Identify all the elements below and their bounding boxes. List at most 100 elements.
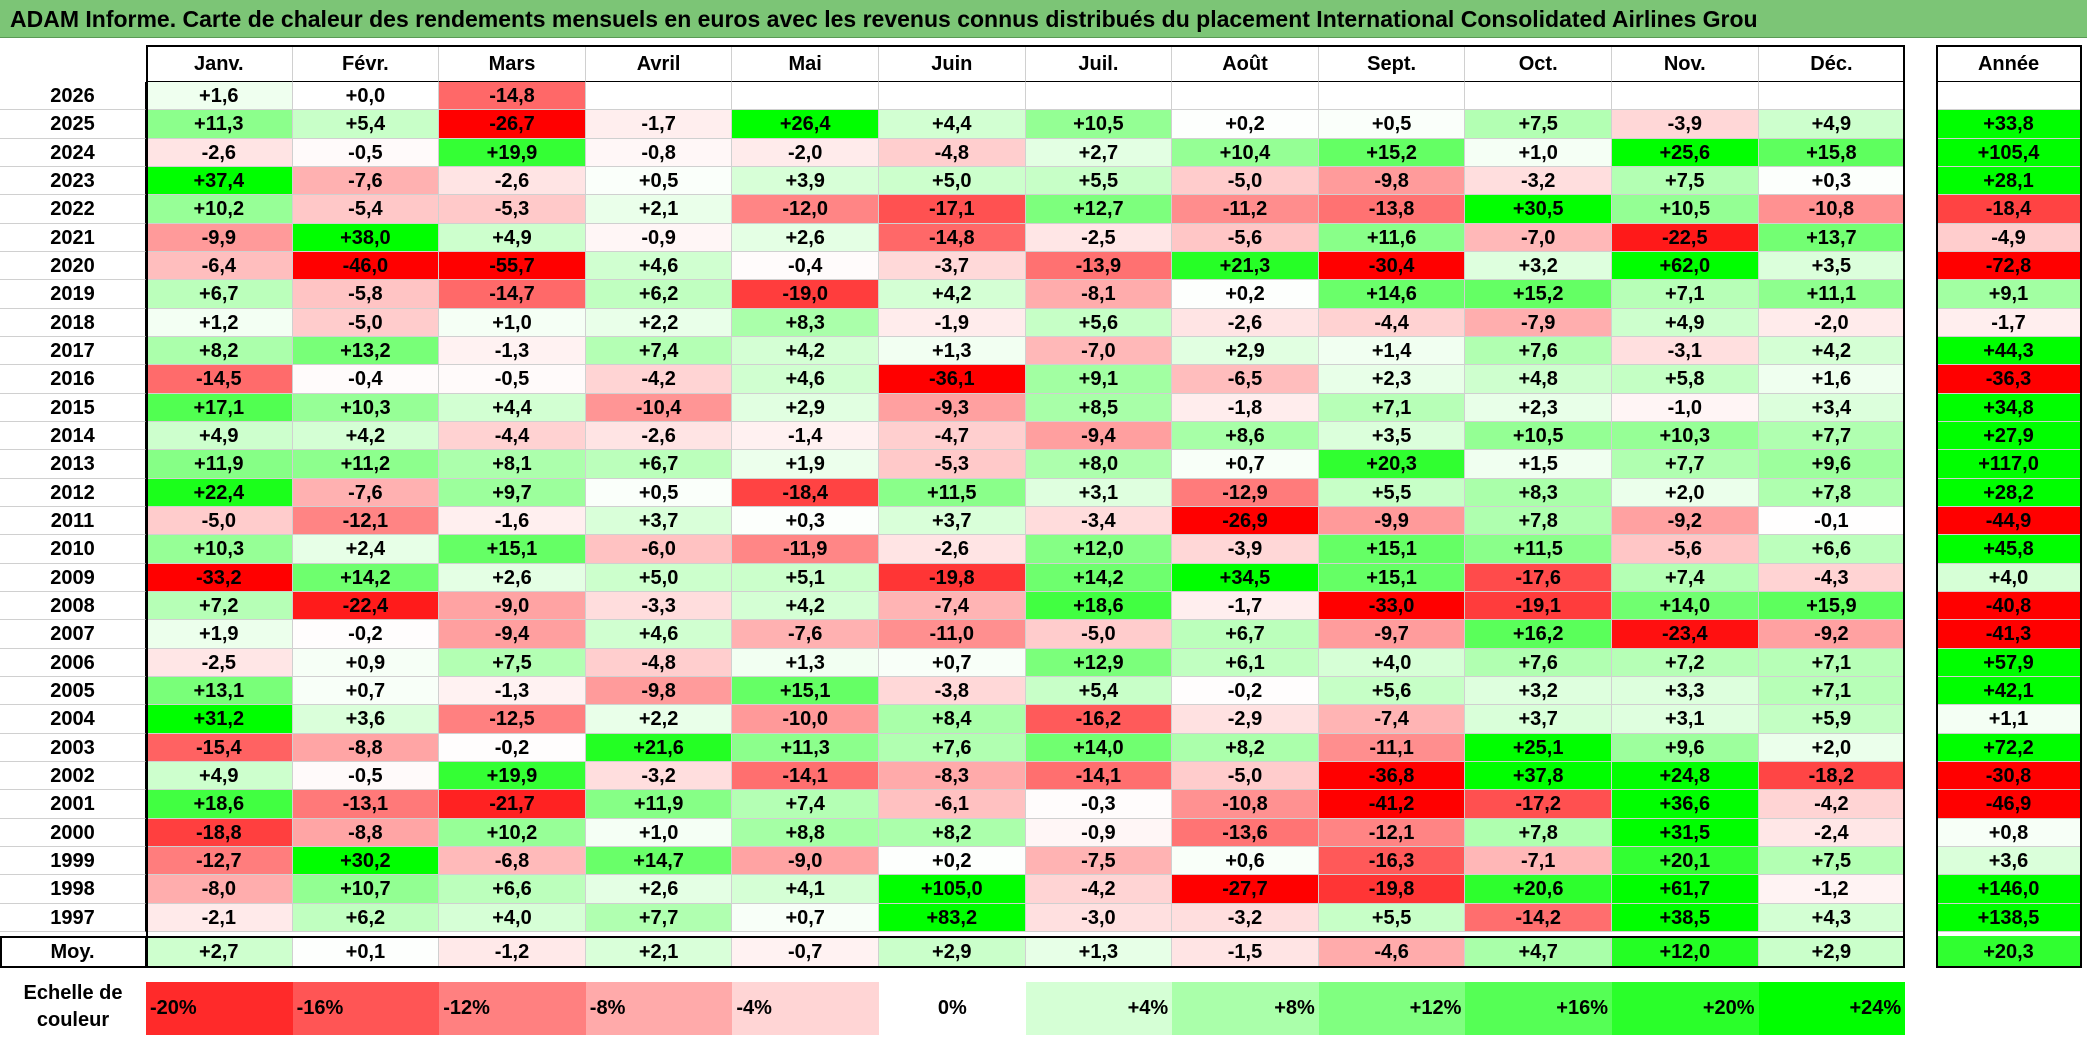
heatmap-cell: +2,9 [1172, 336, 1319, 366]
heatmap-cell: +4,0 [1318, 648, 1466, 677]
heatmap-cell: +0,2 [1172, 280, 1319, 309]
heatmap-cell: -2,6 [1172, 308, 1319, 337]
heatmap-cell: +4,6 [585, 251, 733, 281]
heatmap-cell: +14,7 [585, 846, 733, 876]
year-label: 2024 [0, 138, 146, 167]
month-header: Août [1172, 45, 1319, 82]
heatmap-cell: -0,9 [585, 223, 733, 252]
annual-cell: +117,0 [1936, 450, 2082, 479]
heatmap-cell: -46,0 [292, 251, 440, 281]
heatmap-cell: +1,5 [1465, 450, 1612, 479]
heatmap-cell: +19,9 [439, 138, 586, 167]
average-cell: -1,2 [439, 936, 586, 968]
year-label: 2014 [0, 421, 146, 451]
heatmap-cell: -1,4 [732, 421, 879, 451]
heatmap-cell: -3,2 [1172, 903, 1319, 932]
heatmap-cell: +8,0 [1025, 450, 1173, 479]
heatmap-cell: +8,4 [879, 705, 1026, 734]
heatmap-cell: +4,3 [1758, 903, 1906, 932]
heatmap-cell: -7,1 [1465, 846, 1612, 876]
annual-cell: +28,1 [1936, 166, 2082, 196]
heatmap-cell: -0,9 [1025, 818, 1173, 847]
average-annual-cell: +20,3 [1936, 936, 2082, 968]
heatmap-cell: -2,6 [439, 166, 586, 196]
heatmap-cell: -9,8 [1318, 166, 1466, 196]
heatmap-cell: +0,9 [292, 648, 440, 677]
heatmap-cell: +2,9 [732, 393, 879, 422]
heatmap-cell: +14,0 [1612, 591, 1759, 621]
average-cell: -4,6 [1318, 936, 1466, 968]
year-label: 2020 [0, 251, 146, 281]
heatmap-cell: +1,6 [1758, 365, 1906, 394]
annual-cell: +33,8 [1936, 110, 2082, 139]
heatmap-cell: -4,7 [879, 421, 1026, 451]
annual-cell: +44,3 [1936, 336, 2082, 366]
heatmap-cell: -9,9 [146, 223, 293, 252]
heatmap-cell: -36,8 [1318, 761, 1466, 791]
heatmap-cell: -18,4 [732, 478, 879, 507]
month-header: Juin [879, 45, 1026, 82]
heatmap-cell: +15,1 [1318, 535, 1466, 564]
year-label: 2002 [0, 761, 146, 791]
month-header: Nov. [1612, 45, 1759, 82]
heatmap-cell: -26,9 [1172, 506, 1319, 536]
heatmap-cell: +9,6 [1612, 733, 1759, 762]
heatmap-cell: +38,5 [1612, 903, 1759, 932]
heatmap-cell: -2,0 [1758, 308, 1906, 337]
color-scale-step: +8% [1172, 982, 1319, 1035]
heatmap-cell: +26,4 [732, 110, 879, 139]
heatmap-cell: -5,6 [1612, 535, 1759, 564]
heatmap-cell: +15,1 [732, 676, 879, 706]
heatmap-cell: -9,2 [1758, 620, 1906, 649]
color-scale-step: +4% [1025, 982, 1173, 1035]
average-cell: +12,0 [1612, 936, 1759, 968]
heatmap-cell: -36,1 [879, 365, 1026, 394]
heatmap-cell: -5,0 [146, 506, 293, 536]
heatmap-cell: +10,2 [146, 195, 293, 224]
heatmap-cell: +38,0 [292, 223, 440, 252]
heatmap-cell: +10,5 [1612, 195, 1759, 224]
heatmap-cell: +8,2 [146, 336, 293, 366]
heatmap-cell: -1,6 [439, 506, 586, 536]
heatmap-cell: +7,1 [1758, 648, 1906, 677]
heatmap-cell: -18,2 [1758, 761, 1906, 791]
annual-cell: +42,1 [1936, 676, 2082, 706]
year-label: 2008 [0, 591, 146, 621]
heatmap-cell: -7,6 [732, 620, 879, 649]
heatmap-cell: +2,2 [585, 308, 733, 337]
heatmap-cell: +13,2 [292, 336, 440, 366]
annual-cell: -72,8 [1936, 251, 2082, 281]
heatmap-cell: -55,7 [439, 251, 586, 281]
heatmap-cell: +7,6 [1465, 336, 1612, 366]
heatmap-cell: +3,3 [1612, 676, 1759, 706]
heatmap-cell: -3,2 [1465, 166, 1612, 196]
heatmap-cell: -14,1 [1025, 761, 1173, 791]
heatmap-cell: +15,2 [1465, 280, 1612, 309]
average-cell: +2,7 [146, 936, 293, 968]
heatmap-cell: -33,2 [146, 563, 293, 592]
heatmap-cell: -8,1 [1025, 280, 1173, 309]
heatmap-cell: -2,5 [1025, 223, 1173, 252]
heatmap-cell: +7,5 [439, 648, 586, 677]
heatmap-cell: +11,1 [1758, 280, 1906, 309]
heatmap-cell: -6,0 [585, 535, 733, 564]
heatmap-cell: -41,2 [1318, 790, 1466, 819]
year-label: 1999 [0, 846, 146, 876]
annual-cell: +138,5 [1936, 903, 2082, 932]
heatmap-cell: +5,5 [1318, 903, 1466, 932]
heatmap-cell [732, 82, 879, 111]
heatmap-cell: +5,0 [585, 563, 733, 592]
heatmap-cell: -3,7 [879, 251, 1026, 281]
heatmap-cell: +25,1 [1465, 733, 1612, 762]
heatmap-cell: +24,8 [1612, 761, 1759, 791]
heatmap-cell: +6,7 [146, 280, 293, 309]
heatmap-cell: -6,8 [439, 846, 586, 876]
heatmap-cell: +4,9 [146, 421, 293, 451]
color-scale-step: -12% [439, 982, 586, 1035]
average-cell: -1,5 [1172, 936, 1319, 968]
heatmap-cell: -4,2 [1025, 875, 1173, 904]
year-label: 2011 [0, 506, 146, 536]
year-label: 2018 [0, 308, 146, 337]
annual-cell: +0,8 [1936, 818, 2082, 847]
heatmap-cell: -30,4 [1318, 251, 1466, 281]
